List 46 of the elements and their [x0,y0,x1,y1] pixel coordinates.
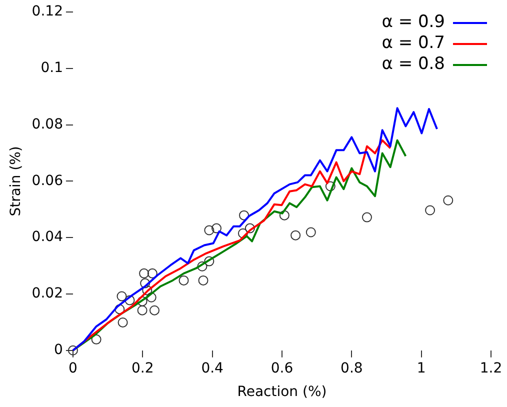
point [198,275,208,286]
legend-label: α = 0.9 [382,12,445,33]
point [197,261,208,272]
point [68,345,78,356]
legend-label: α = 0.7 [382,33,445,54]
y-tick-label: 0.08 [32,116,63,132]
point [124,295,135,306]
point [279,210,290,220]
point [146,292,156,302]
y-tick-label: 0.12 [32,4,63,20]
point [91,334,102,344]
x-tick-label: 0.4 [201,360,224,376]
point [114,304,125,314]
x-tick-label: 0.8 [340,360,363,376]
point [211,223,222,234]
y-tick-label: 0 [54,342,63,358]
point [443,195,454,206]
y-axis-title: Strain (%) [8,146,24,216]
point [140,278,150,288]
point [425,205,436,216]
point [139,268,150,278]
point [204,225,214,236]
point [239,210,250,220]
point [204,256,214,266]
point [244,223,255,234]
point [306,227,316,238]
point [178,275,189,286]
point [149,305,160,316]
point [118,317,128,328]
point [147,268,158,278]
legend-label: α = 0.8 [382,54,445,75]
x-tick-label: 0.6 [270,360,294,376]
y-tick-label: 0.06 [32,172,64,189]
x-tick-label: 1 [416,360,426,376]
x-tick-label: 0.2 [132,360,154,376]
y-tick-label: 0.1 [40,60,63,76]
point [116,291,127,302]
x-tick-label: 0 [68,360,78,376]
point [137,305,148,316]
point [362,212,372,222]
y-tick-label: 0.04 [32,229,64,246]
point [325,181,336,192]
y-tick-label: 0.02 [32,286,63,302]
x-axis-title: Reaction (%) [237,384,327,400]
point [290,230,301,240]
x-tick-label: 1.2 [480,360,502,376]
